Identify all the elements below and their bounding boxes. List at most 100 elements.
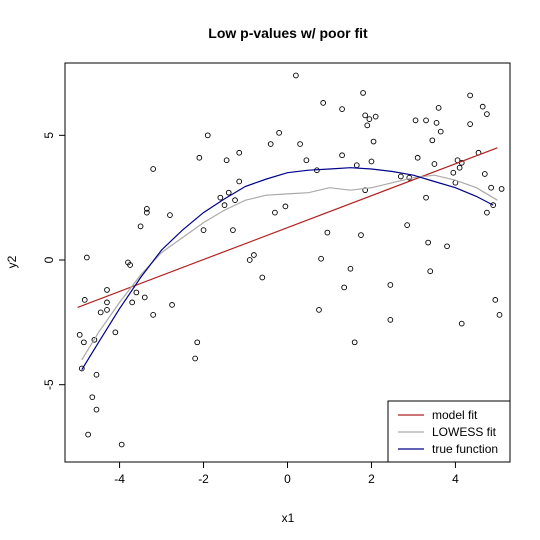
data-point bbox=[89, 394, 96, 401]
data-point bbox=[236, 149, 243, 156]
data-point bbox=[423, 117, 429, 124]
data-point bbox=[272, 209, 278, 216]
chart-title: Low p-values w/ poor fit bbox=[208, 25, 368, 41]
data-point bbox=[221, 202, 228, 208]
data-point bbox=[479, 103, 486, 110]
data-point bbox=[81, 297, 88, 303]
data-point bbox=[498, 186, 505, 192]
data-point bbox=[81, 339, 87, 346]
data-point bbox=[444, 243, 450, 250]
data-point bbox=[339, 106, 345, 112]
data-point bbox=[347, 265, 354, 272]
data-point bbox=[97, 309, 104, 316]
data-point bbox=[104, 287, 110, 293]
data-point bbox=[456, 164, 463, 171]
legend-label: model fit bbox=[432, 408, 478, 422]
data-point bbox=[93, 371, 100, 378]
legend: model fit LOWESS fit true function bbox=[387, 400, 511, 463]
data-point bbox=[144, 206, 150, 212]
data-point bbox=[150, 312, 157, 318]
data-point bbox=[83, 254, 90, 261]
data-point bbox=[236, 178, 243, 185]
legend-label: true function bbox=[432, 442, 498, 456]
data-point bbox=[137, 223, 144, 230]
data-point bbox=[458, 320, 465, 327]
data-point bbox=[141, 294, 148, 301]
x-axis-label: x1 bbox=[282, 511, 295, 525]
data-point bbox=[85, 431, 91, 438]
legend-label: LOWESS fit bbox=[432, 425, 497, 439]
data-point bbox=[490, 202, 497, 208]
data-point bbox=[414, 154, 421, 161]
data-point bbox=[293, 72, 299, 79]
data-point bbox=[316, 307, 322, 313]
data-point bbox=[259, 274, 266, 281]
x-tick-label: -4 bbox=[114, 472, 125, 486]
data-point bbox=[339, 152, 345, 159]
data-point bbox=[104, 299, 110, 306]
data-point bbox=[484, 111, 490, 117]
data-point bbox=[144, 209, 150, 216]
data-point bbox=[318, 255, 324, 262]
x-tick-label: 2 bbox=[368, 472, 375, 486]
data-point bbox=[368, 158, 375, 165]
data-point bbox=[225, 189, 232, 196]
y-axis: -5 0 5 bbox=[42, 132, 65, 390]
data-point bbox=[397, 173, 404, 180]
data-point bbox=[118, 441, 125, 448]
y-tick-label: 0 bbox=[42, 256, 56, 263]
data-point bbox=[267, 141, 274, 147]
data-point bbox=[429, 137, 436, 144]
data-point bbox=[194, 339, 201, 346]
data-point bbox=[104, 307, 110, 313]
data-point bbox=[246, 257, 253, 263]
data-point bbox=[129, 299, 136, 306]
y-tick-label: -5 bbox=[42, 379, 56, 390]
data-point bbox=[112, 329, 119, 336]
data-point bbox=[91, 336, 98, 343]
data-point bbox=[492, 297, 499, 303]
data-point bbox=[370, 138, 377, 145]
x-axis: -4 -2 0 2 4 bbox=[114, 462, 459, 486]
data-point bbox=[412, 117, 419, 124]
data-point bbox=[200, 227, 207, 233]
data-point bbox=[425, 239, 431, 246]
data-point bbox=[303, 157, 310, 164]
data-point bbox=[362, 187, 369, 194]
scatter-points bbox=[76, 72, 505, 448]
data-point bbox=[435, 105, 442, 111]
data-point bbox=[169, 302, 175, 308]
data-point bbox=[297, 141, 303, 147]
data-point bbox=[427, 268, 434, 275]
data-point bbox=[127, 262, 133, 268]
lowess-fit-line bbox=[81, 174, 498, 361]
data-point bbox=[366, 116, 373, 122]
y-tick-label: 5 bbox=[42, 132, 56, 139]
data-point bbox=[481, 171, 488, 177]
data-point bbox=[364, 122, 371, 129]
data-point bbox=[488, 184, 494, 191]
data-point bbox=[324, 229, 331, 236]
data-point bbox=[437, 128, 444, 135]
data-point bbox=[433, 119, 440, 126]
data-point bbox=[276, 129, 282, 136]
data-point bbox=[282, 203, 289, 210]
data-point bbox=[450, 169, 457, 176]
data-point bbox=[387, 282, 394, 288]
data-point bbox=[387, 317, 394, 323]
data-point bbox=[230, 227, 236, 233]
data-point bbox=[423, 194, 429, 201]
data-point bbox=[351, 339, 358, 346]
data-point bbox=[431, 161, 438, 167]
data-point bbox=[217, 194, 224, 201]
data-point bbox=[341, 284, 348, 291]
x-tick-label: -2 bbox=[198, 472, 209, 486]
data-point bbox=[467, 92, 473, 99]
data-point bbox=[360, 90, 366, 96]
data-point bbox=[133, 289, 140, 296]
data-point bbox=[196, 154, 203, 161]
data-point bbox=[467, 121, 473, 127]
data-point bbox=[78, 365, 85, 372]
data-point bbox=[167, 212, 173, 218]
